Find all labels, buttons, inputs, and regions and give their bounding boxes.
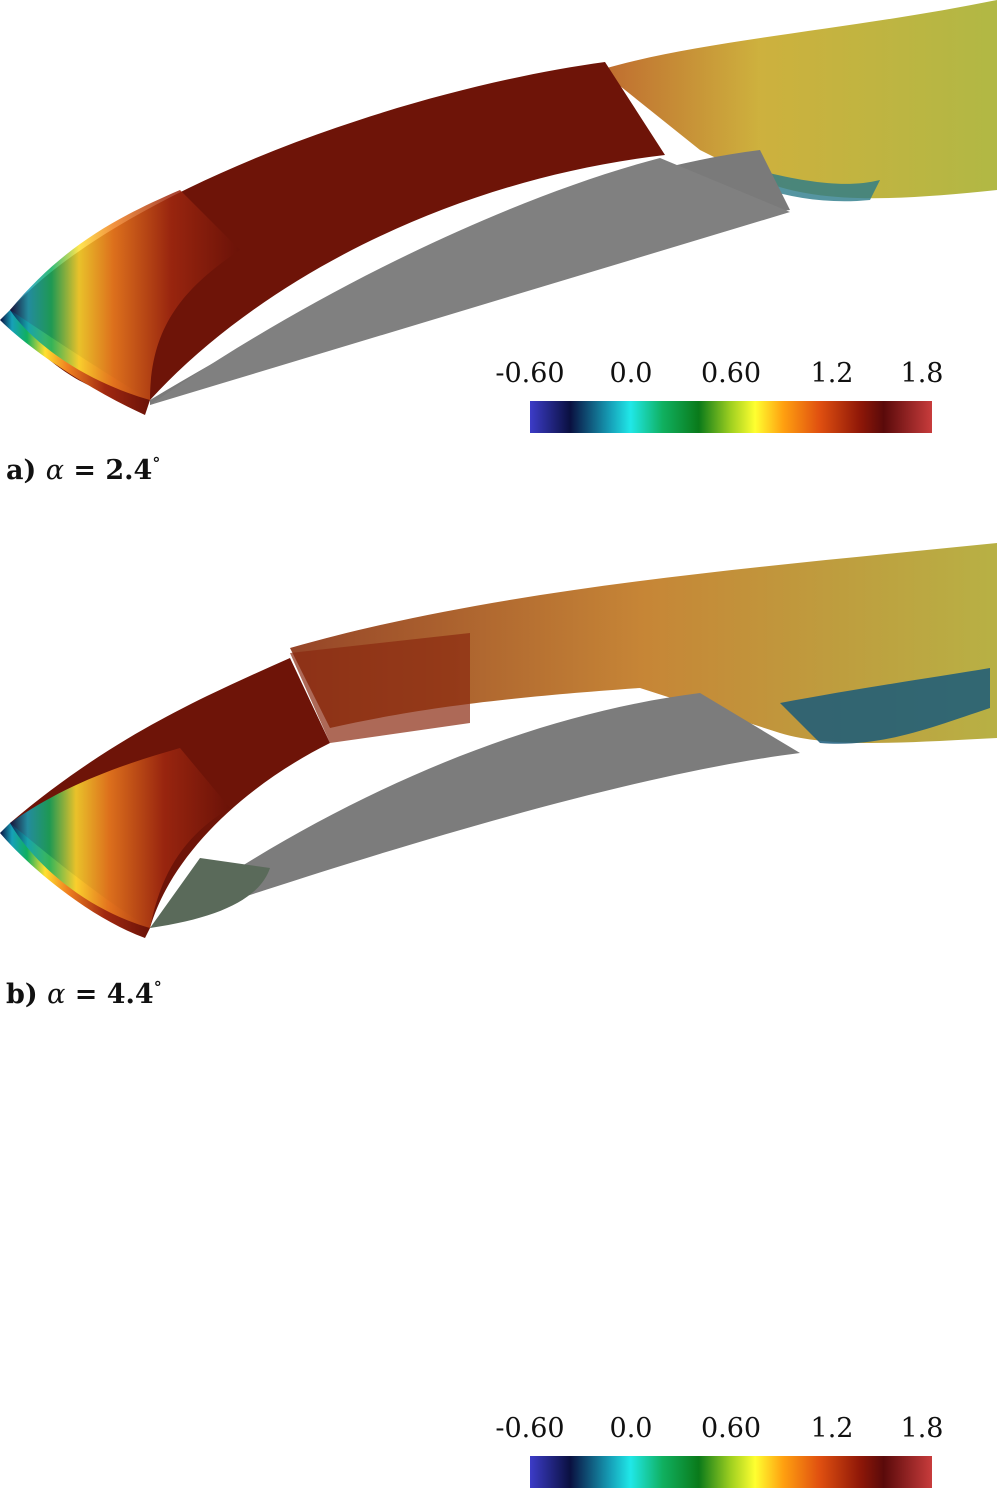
panel-a: -0.60 0.0 0.60 1.2 1.8 a) α = 2.4° [0,0,997,500]
degree-sign: ° [153,978,162,997]
equals-sign: = [73,455,96,486]
colorbar-ticks-b: -0.60 0.0 0.60 1.2 1.8 [495,1413,950,1453]
airfoil-visualization-a [0,0,997,415]
tick-label: 1.2 [810,1413,854,1444]
panel-label-b: b) α = 4.4° [6,978,162,1010]
colorbar-b [530,1456,932,1488]
tick-label: 1.2 [810,358,854,389]
degree-sign: ° [152,454,161,473]
panel-letter: a) [6,455,37,486]
panel-letter: b) [6,979,38,1010]
alpha-symbol: α [47,979,66,1010]
angle-value: 2.4 [105,455,153,486]
tick-label: 1.8 [900,1413,944,1444]
colorbar-ticks-a: -0.60 0.0 0.60 1.2 1.8 [495,358,950,398]
panel-label-a: a) α = 2.4° [6,454,160,486]
tick-label: 1.8 [900,358,944,389]
angle-value: 4.4 [106,979,154,1010]
equals-sign: = [74,979,98,1010]
tick-label: 0.0 [609,1413,653,1444]
airfoil-visualization-b [0,543,997,938]
tick-label: 0.60 [700,1413,762,1444]
colorbar-a [530,401,932,433]
tick-label: 0.60 [700,358,762,389]
tick-label: -0.60 [495,1413,565,1444]
panel-b: -0.60 0.0 0.60 1.2 1.8 b) α = 4.4° [0,528,997,1488]
tick-label: 0.0 [609,358,653,389]
tick-label: -0.60 [495,358,565,389]
alpha-symbol: α [45,455,64,486]
